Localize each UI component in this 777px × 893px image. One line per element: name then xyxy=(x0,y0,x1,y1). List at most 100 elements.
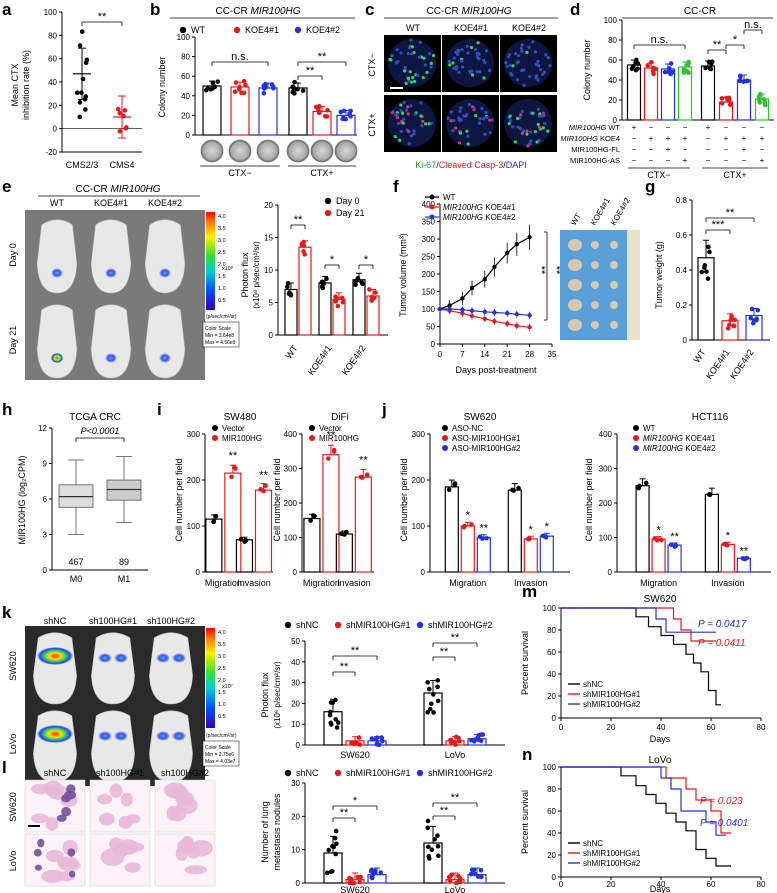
data-point xyxy=(719,101,725,106)
matrix-cell: + xyxy=(706,123,711,132)
data-point xyxy=(332,835,338,841)
y-tick-label: 12 xyxy=(38,424,47,433)
bar-Vector xyxy=(235,539,254,573)
y-tick-label: -20 xyxy=(45,148,57,157)
colony-well-image xyxy=(256,139,280,163)
data-point xyxy=(340,299,346,305)
data-point xyxy=(373,290,378,295)
cell-dot xyxy=(408,70,412,74)
data-point xyxy=(476,874,481,879)
data-point xyxy=(83,60,89,66)
cell-dot xyxy=(480,107,484,111)
x-category-label: Invasion xyxy=(237,578,271,588)
data-point xyxy=(241,78,247,84)
cell-dot xyxy=(449,110,453,114)
luminescence-signal xyxy=(51,268,63,278)
data-point xyxy=(471,867,477,873)
cell-dot xyxy=(399,51,403,55)
data-point xyxy=(456,873,461,879)
matrix-cell: − xyxy=(683,145,688,154)
x-category-label: M1 xyxy=(118,574,131,584)
color-scale-caption: (p/sec/cm²/sr) xyxy=(206,733,237,739)
data-point xyxy=(492,264,497,270)
data-point xyxy=(729,314,734,319)
legend-marker xyxy=(233,26,241,34)
data-point xyxy=(634,57,639,63)
legend-marker xyxy=(429,194,435,200)
cell-dot xyxy=(508,114,512,118)
data-point xyxy=(320,285,325,291)
matrix-cell: − xyxy=(632,134,637,143)
color-scale-bar xyxy=(206,212,215,310)
legend-marker xyxy=(442,425,448,431)
legend-marker xyxy=(284,769,292,777)
x-tick-label: 0 xyxy=(559,723,564,732)
data-point xyxy=(364,472,370,478)
matrix-cell: + xyxy=(724,134,729,143)
cell-dot xyxy=(406,105,410,109)
cell-dot xyxy=(447,59,451,64)
matrix-cell: + xyxy=(683,156,688,165)
cell-dot xyxy=(466,134,470,138)
data-point xyxy=(369,298,375,303)
data-point xyxy=(326,456,331,461)
cell-dot xyxy=(399,129,403,133)
data-point xyxy=(428,701,434,707)
sig-a: ** xyxy=(98,11,107,23)
cell-dot xyxy=(407,79,411,83)
panel-label-d: d xyxy=(570,0,580,19)
y-tick-label: 10 xyxy=(291,846,300,855)
data-point xyxy=(349,876,354,882)
y-axis-label: inhibition rate (%) xyxy=(21,50,31,120)
data-point xyxy=(756,97,762,103)
y-tick-label: 20 xyxy=(547,692,556,701)
cell-dot xyxy=(475,70,479,74)
sig-k: ** xyxy=(451,632,460,644)
cell-dot xyxy=(388,57,392,62)
cell-dot xyxy=(508,118,512,123)
data-point xyxy=(527,313,532,318)
cell-dot xyxy=(462,114,466,118)
data-point xyxy=(435,698,441,704)
data-point xyxy=(707,492,713,498)
x-category-label: KOE4#2 xyxy=(728,347,756,381)
cell-dot xyxy=(516,53,521,58)
cell-dot xyxy=(481,58,486,62)
data-point xyxy=(229,474,234,480)
panel-title: CC-CR MIR100HG xyxy=(75,184,160,195)
legend-label: Vector xyxy=(319,424,342,433)
matrix-cell: + xyxy=(649,134,654,143)
x-category-label: M0 xyxy=(70,574,83,584)
matrix-cell: + xyxy=(666,134,671,143)
tumor-image xyxy=(591,261,599,269)
x-category-label: CMS4 xyxy=(109,160,134,170)
luminescence-signal xyxy=(51,353,63,363)
data-point xyxy=(460,296,465,301)
color-scale-tick: 1.5 xyxy=(218,274,226,280)
matrix-row-label: MIR100HG WT xyxy=(569,123,621,132)
bar-shNC xyxy=(323,711,343,746)
data-point xyxy=(724,542,729,548)
lung-lobe xyxy=(125,814,141,824)
cell-dot xyxy=(537,125,542,129)
cell-dot xyxy=(531,40,535,44)
y-axis-label: Mean CTX xyxy=(10,63,20,106)
cell-dot xyxy=(520,131,525,135)
panel-title: TCGA CRC xyxy=(69,412,121,423)
data-point xyxy=(335,720,341,725)
luminescence-signal xyxy=(105,353,117,363)
y-tick-label: 0 xyxy=(53,125,58,134)
cell-dot xyxy=(459,118,463,122)
data-point xyxy=(672,544,678,549)
y-axis-label: Number of lung xyxy=(260,801,270,863)
tumor-image xyxy=(591,321,599,329)
data-point xyxy=(478,738,484,744)
y-tick-label: 400 xyxy=(599,430,613,439)
sig-b: ** xyxy=(306,65,315,77)
data-point xyxy=(435,833,440,838)
cell-dot xyxy=(421,76,425,80)
matrix-cell: − xyxy=(649,156,654,165)
data-point xyxy=(334,841,339,847)
sig-g: ** xyxy=(726,207,735,219)
cell-dot xyxy=(536,122,540,126)
